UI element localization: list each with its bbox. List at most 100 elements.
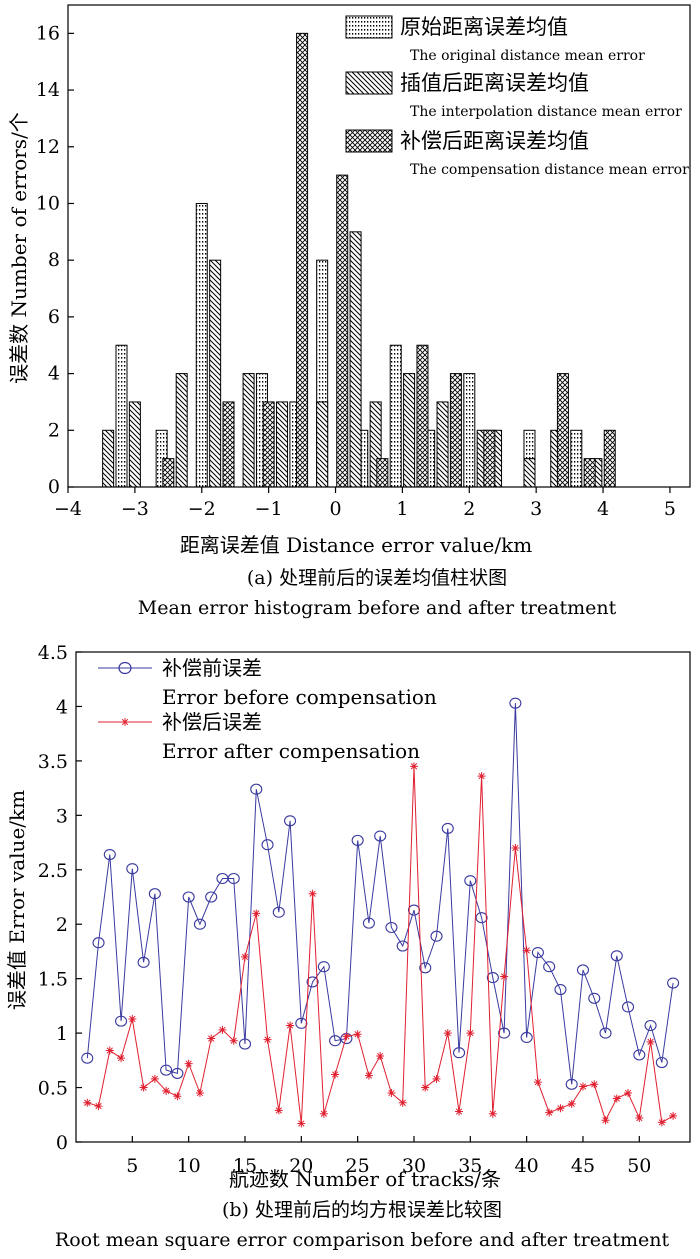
- b-xtick-label: 10: [177, 1155, 201, 1177]
- a-xtick-label: 0: [329, 498, 341, 520]
- a-bar-dots: [195, 202, 208, 488]
- a-bar-dots: [115, 344, 128, 488]
- b-xtick-label: 50: [627, 1155, 651, 1177]
- b-point-star: [398, 1098, 407, 1107]
- a-bar-crosshatch: [376, 458, 389, 488]
- b-point-star: [455, 1107, 464, 1116]
- b-point-circle: [81, 1052, 94, 1064]
- a-xtick-label: 4: [597, 498, 609, 520]
- b-caption-cn: (b) 处理前后的均方根误差比较图: [222, 1199, 502, 1221]
- b-point-star: [635, 1114, 644, 1123]
- b-point-circle: [441, 822, 454, 834]
- a-legend-swatch: [345, 129, 393, 153]
- b-point-circle: [520, 1031, 533, 1044]
- a-bar-dots: [463, 373, 476, 488]
- a-bar-crosshatch: [449, 373, 462, 488]
- b-point-star: [274, 1106, 283, 1115]
- b-point-star: [297, 1119, 306, 1128]
- b-point-circle: [351, 834, 364, 846]
- b-legend-label: 补偿前误差: [162, 656, 262, 680]
- b-point-star: [466, 1029, 475, 1038]
- b-ylabel: 误差值 Error value/km: [5, 790, 29, 1010]
- a-legend-swatch: [345, 15, 393, 39]
- a-bar-hatch: [242, 373, 255, 488]
- b-point-circle: [306, 976, 319, 988]
- b-point-circle: [182, 891, 195, 903]
- b-ytick-label: 4.5: [38, 642, 68, 664]
- b-point-star: [409, 762, 418, 771]
- b-point-circle: [317, 961, 330, 973]
- b-point-star: [601, 1116, 610, 1125]
- b-point-star: [578, 1082, 587, 1091]
- b-xlabel: 航迹数 Number of tracks/条: [229, 1167, 501, 1191]
- b-point-star: [533, 1078, 542, 1087]
- a-bar-hatch: [523, 458, 536, 488]
- a-xtick-label: −2: [188, 498, 216, 520]
- a-legend-label-en: The compensation distance mean error: [410, 162, 689, 178]
- a-bar-hatch: [175, 373, 188, 488]
- b-point-circle: [588, 992, 601, 1004]
- a-xtick-label: −3: [121, 498, 149, 520]
- a-ytick-label: 10: [36, 192, 60, 214]
- b-point-star: [511, 844, 520, 852]
- b-point-star: [477, 772, 486, 781]
- b-point-star: [432, 1074, 441, 1083]
- a-xtick-label: 3: [530, 498, 542, 520]
- b-point-star: [105, 1046, 114, 1055]
- b-xtick-label: 40: [515, 1155, 539, 1177]
- a-ytick-label: 2: [48, 419, 60, 441]
- a-ylabel: 误差数 Number of errors/个: [7, 112, 31, 384]
- b-point-star: [556, 1104, 565, 1113]
- b-point-circle: [599, 1027, 612, 1039]
- b-ytick-label: 2.5: [38, 860, 68, 882]
- a-bar-crosshatch: [583, 458, 596, 488]
- b-point-star: [218, 1025, 227, 1034]
- b-point-star: [443, 1029, 452, 1038]
- b-series-line-star: [87, 766, 674, 1124]
- a-ytick-label: 14: [36, 79, 60, 101]
- b-point-circle: [103, 848, 116, 861]
- b-point-circle: [565, 1078, 578, 1090]
- b-point-star: [646, 1037, 655, 1046]
- b-point-circle: [205, 891, 218, 903]
- a-xlabel: 距离误差值 Distance error value/km: [180, 533, 532, 557]
- a-bar-hatch: [209, 259, 222, 488]
- b-point-circle: [126, 863, 139, 875]
- b-point-star: [657, 1118, 666, 1127]
- a-xtick-label: 2: [463, 498, 475, 520]
- b-legend-label-en: Error before compensation: [162, 685, 437, 709]
- b-point-circle: [261, 839, 274, 851]
- a-bar-crosshatch: [222, 401, 235, 488]
- a-ytick-label: 0: [48, 476, 60, 498]
- b-point-star: [195, 1089, 204, 1097]
- b-point-star: [83, 1098, 92, 1107]
- b-point-circle: [284, 815, 297, 827]
- b-xtick-label: 20: [289, 1155, 313, 1177]
- b-point-star: [342, 1032, 351, 1041]
- a-legend-label: 原始距离误差均值: [400, 15, 568, 39]
- b-ytick-label: 1: [56, 1023, 68, 1045]
- a-ytick-label: 4: [48, 363, 60, 385]
- b-point-star: [319, 1109, 328, 1118]
- a-bar-hatch: [128, 401, 141, 488]
- a-bar-dots: [389, 344, 402, 488]
- a-xtick-label: −4: [54, 498, 82, 520]
- b-point-star: [128, 1014, 137, 1023]
- b-point-star: [612, 1094, 621, 1103]
- b-point-circle: [633, 1049, 646, 1061]
- b-point-circle: [543, 961, 556, 973]
- a-bar-crosshatch: [556, 373, 569, 488]
- b-point-star: [522, 946, 531, 955]
- b-xtick-label: 15: [233, 1155, 257, 1177]
- b-point-circle: [667, 977, 680, 989]
- a-xtick-label: 5: [664, 498, 676, 520]
- b-ytick-label: 0.5: [38, 1078, 68, 1100]
- b-point-circle: [610, 950, 623, 962]
- b-point-star: [121, 718, 129, 726]
- a-legend-label-en: The interpolation distance mean error: [410, 104, 682, 120]
- b-point-star: [545, 1108, 554, 1117]
- b-point-star: [184, 1059, 193, 1068]
- b-xtick-label: 35: [458, 1155, 482, 1177]
- b-point-circle: [238, 1038, 252, 1050]
- b-point-star: [331, 1070, 340, 1079]
